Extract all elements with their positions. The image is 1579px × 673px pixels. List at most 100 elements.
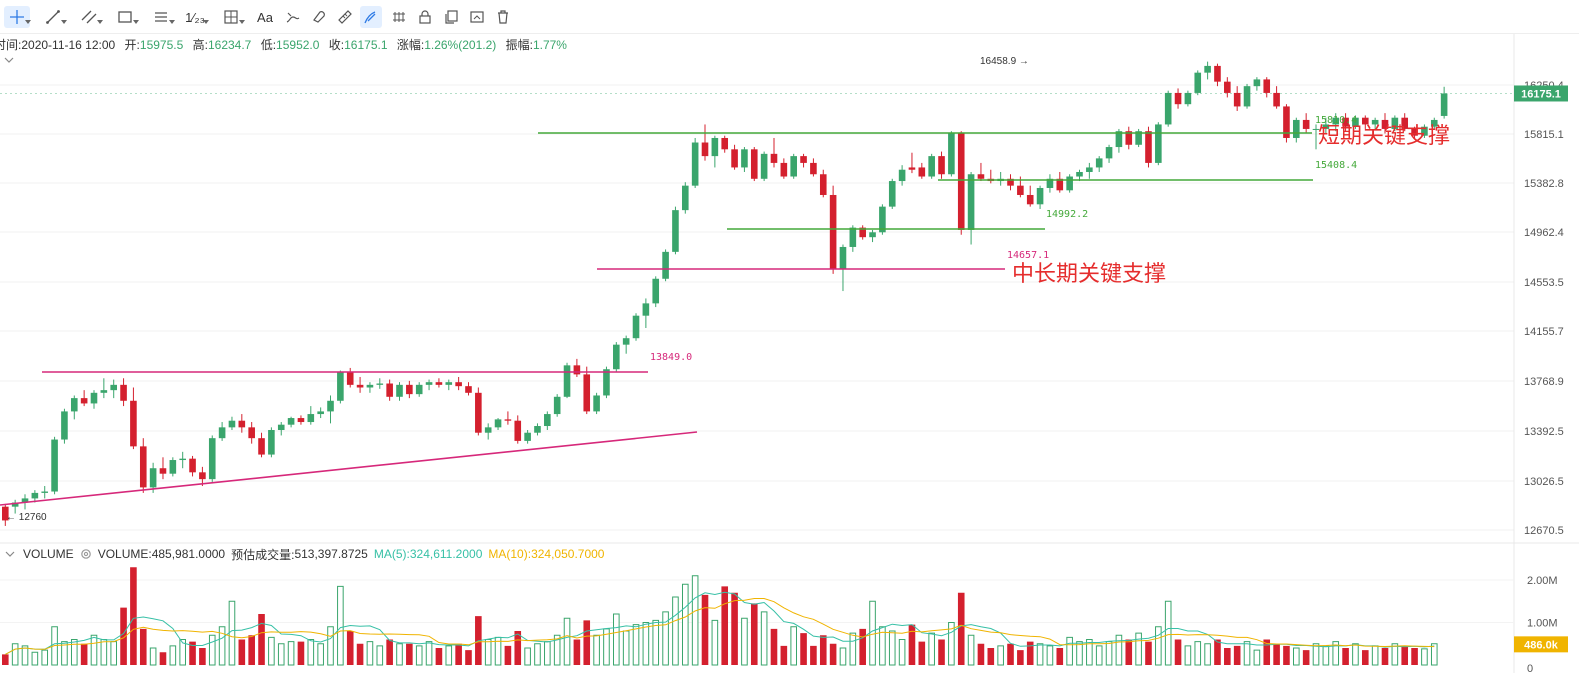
volume-bar xyxy=(1322,645,1330,666)
candle xyxy=(1421,124,1428,138)
candle xyxy=(484,423,492,440)
delete-tool[interactable] xyxy=(492,6,514,28)
brush-icon xyxy=(286,12,300,23)
close-value: 16175.1 xyxy=(344,38,388,52)
candle-body xyxy=(1017,185,1024,195)
volume-bar xyxy=(159,652,167,665)
text-tool[interactable]: Aa xyxy=(254,6,276,28)
volume-bar xyxy=(1352,643,1359,666)
volume-bar xyxy=(1233,645,1241,665)
price-tick-label: 12670.5 xyxy=(1524,525,1564,537)
volume-bar xyxy=(228,600,236,666)
candle-body xyxy=(849,227,857,247)
current-price-value: 16175.1 xyxy=(1521,88,1561,100)
candle-body xyxy=(1145,131,1152,163)
candle-body xyxy=(169,460,177,474)
candle xyxy=(356,376,364,393)
candle-body xyxy=(1194,72,1202,93)
candle-body xyxy=(652,278,660,304)
measure-tool[interactable] xyxy=(218,6,245,28)
candle-body xyxy=(504,419,512,421)
collapse-legend-chevron-icon[interactable] xyxy=(4,56,14,64)
candle-body xyxy=(888,181,896,207)
chevron-down-icon[interactable] xyxy=(169,20,175,24)
candle xyxy=(810,158,817,177)
candle-body xyxy=(61,411,68,440)
drawing-mode-tool[interactable] xyxy=(360,6,382,28)
candle xyxy=(346,367,354,388)
drawing-toolbar: 1⁄₂₃ Aa xyxy=(0,0,1579,34)
chevron-down-icon[interactable] xyxy=(133,20,139,24)
candle-body xyxy=(31,492,39,499)
crosshair-tool[interactable] xyxy=(4,6,31,28)
chevron-down-icon[interactable] xyxy=(61,20,67,24)
candle-body xyxy=(1164,92,1172,125)
pattern-tool[interactable]: 1⁄₂₃ xyxy=(182,6,209,28)
volume-bar xyxy=(1017,650,1024,665)
volume-bar xyxy=(425,641,433,666)
short-term-support-label: 短期关键支撑 xyxy=(1318,124,1450,149)
candle xyxy=(268,427,275,458)
gear-icon[interactable] xyxy=(80,548,92,560)
magnet-tool[interactable] xyxy=(308,6,330,28)
volume-bar xyxy=(829,643,837,665)
ohlc-info-bar: 时间:2020-11-16 12:00 开:15975.5 高:16234.7 … xyxy=(0,36,567,52)
clone-tool[interactable] xyxy=(440,6,462,28)
candle-body xyxy=(455,382,462,387)
ma5-line xyxy=(5,591,1435,655)
trash-icon xyxy=(498,10,508,24)
brush-tool[interactable] xyxy=(282,6,304,28)
candle-body xyxy=(41,491,49,493)
hide-drawings-tool[interactable] xyxy=(388,6,410,28)
candle-body xyxy=(1105,147,1113,159)
candle-body xyxy=(918,167,926,177)
volume-bar xyxy=(406,643,413,665)
chevron-down-icon[interactable] xyxy=(25,20,31,24)
parallel-channel-tool[interactable] xyxy=(76,6,103,28)
level-label-14992: 14992.2 xyxy=(1046,209,1088,220)
candle-body xyxy=(583,374,591,412)
candle xyxy=(1430,117,1438,129)
volume-bar xyxy=(386,639,393,665)
candle xyxy=(189,455,196,477)
volume-bar xyxy=(928,632,935,666)
volume-bar xyxy=(514,631,522,665)
rectangle-tool[interactable] xyxy=(112,6,139,28)
candle-body xyxy=(1440,93,1448,116)
measure-icon xyxy=(224,10,238,24)
price-axis[interactable]: 16250.415815.115382.814962.414553.514155… xyxy=(1514,80,1568,673)
volume-bar xyxy=(741,617,748,666)
volume-bar xyxy=(1056,648,1064,665)
trend-line-tool[interactable] xyxy=(40,6,67,28)
candle-body xyxy=(346,371,354,385)
volume-bar xyxy=(435,648,443,665)
candle xyxy=(908,152,916,174)
candle-body xyxy=(1293,119,1300,138)
volume-bar xyxy=(90,634,98,666)
collapse-volume-chevron-icon[interactable] xyxy=(5,550,15,558)
candle-body xyxy=(2,506,9,521)
candle xyxy=(61,408,68,444)
lock-drawings-tool[interactable] xyxy=(414,6,436,28)
volume-bar xyxy=(1046,645,1054,666)
fib-retracement-tool[interactable] xyxy=(148,6,175,28)
candle xyxy=(819,169,827,198)
candle xyxy=(277,422,285,436)
candle xyxy=(691,137,699,188)
volume-bar xyxy=(898,639,906,666)
candle-body xyxy=(208,438,216,480)
chevron-down-icon[interactable] xyxy=(97,20,103,24)
candle xyxy=(721,135,729,153)
volume-bar xyxy=(544,641,551,666)
candle xyxy=(1174,88,1182,109)
candle-body xyxy=(1322,124,1330,129)
volume-bar xyxy=(810,645,817,665)
volume-bar xyxy=(652,619,660,666)
ruler-tool[interactable] xyxy=(334,6,356,28)
screenshot-tool[interactable] xyxy=(466,6,488,28)
chevron-down-icon[interactable] xyxy=(203,20,209,24)
chevron-down-icon[interactable] xyxy=(239,20,245,24)
ma10-value: 324,050.7000 xyxy=(531,547,605,561)
